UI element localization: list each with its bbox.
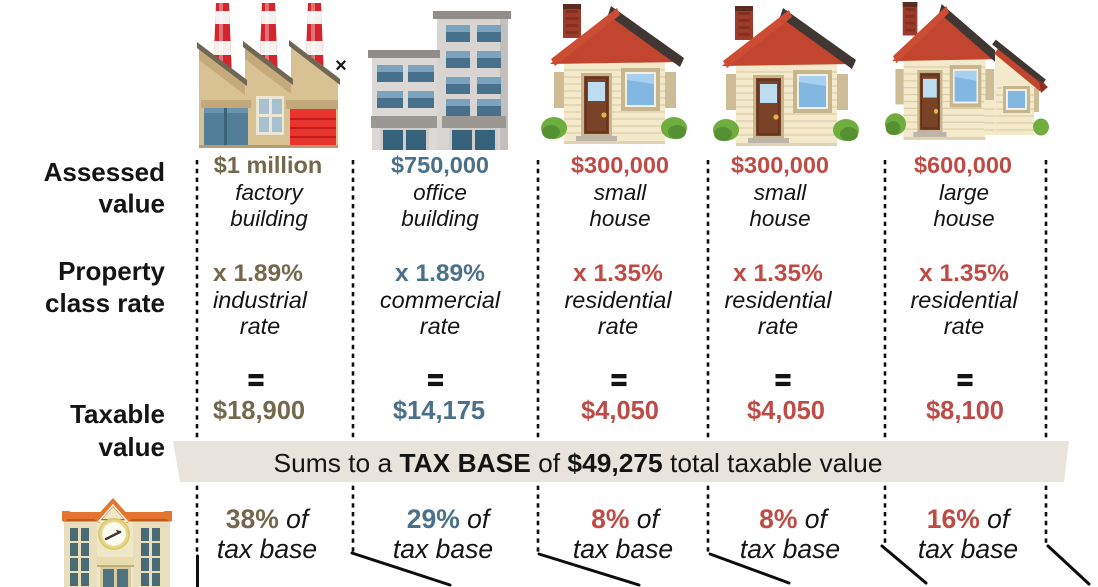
svg-text:small: small — [594, 180, 648, 205]
svg-text:$1 million: $1 million — [214, 152, 322, 178]
svg-text:Sums to a TAX BASE of $49,275: Sums to a TAX BASE of $49,275 total taxa… — [274, 448, 883, 478]
svg-text:x 1.89%: x 1.89% — [395, 260, 485, 287]
svg-text:Assessed: Assessed — [44, 157, 165, 187]
svg-text:industrial: industrial — [213, 287, 308, 313]
svg-text:house: house — [933, 206, 994, 231]
svg-text:rate: rate — [240, 313, 281, 339]
svg-text:$300,000: $300,000 — [571, 152, 669, 178]
svg-text:×: × — [335, 55, 347, 77]
svg-text:x 1.35%: x 1.35% — [573, 260, 663, 287]
svg-text:class rate: class rate — [45, 288, 165, 318]
svg-text:residential: residential — [910, 287, 1018, 313]
svg-text:$4,050: $4,050 — [747, 397, 825, 425]
svg-text:tax base: tax base — [740, 534, 840, 564]
svg-text:Taxable: Taxable — [70, 399, 165, 429]
svg-text:factory: factory — [235, 180, 304, 205]
svg-text:16% of: 16% of — [927, 504, 1012, 534]
svg-text:building: building — [230, 206, 308, 231]
svg-text:$750,000: $750,000 — [391, 152, 489, 178]
svg-text:tax base: tax base — [573, 534, 673, 564]
svg-text:$600,000: $600,000 — [914, 152, 1012, 178]
svg-text:rate: rate — [598, 313, 639, 339]
svg-text:large: large — [939, 180, 989, 205]
svg-text:x 1.89%: x 1.89% — [213, 260, 303, 287]
svg-text:rate: rate — [944, 313, 985, 339]
svg-text:$18,900: $18,900 — [213, 397, 305, 425]
svg-text:$300,000: $300,000 — [731, 152, 829, 178]
svg-text:house: house — [749, 206, 810, 231]
svg-text:rate: rate — [420, 313, 461, 339]
svg-text:x 1.35%: x 1.35% — [733, 260, 823, 287]
svg-text:tax base: tax base — [393, 534, 493, 564]
svg-text:house: house — [589, 206, 650, 231]
svg-text:building: building — [401, 206, 479, 231]
svg-text:Property: Property — [58, 256, 165, 286]
svg-text:8% of: 8% of — [591, 504, 661, 534]
svg-text:value: value — [99, 189, 166, 219]
svg-text:tax base: tax base — [217, 534, 317, 564]
svg-text:8% of: 8% of — [759, 504, 829, 534]
svg-text:tax base: tax base — [918, 534, 1018, 564]
svg-text:$14,175: $14,175 — [393, 397, 485, 425]
svg-text:residential: residential — [724, 287, 832, 313]
svg-text:$8,100: $8,100 — [926, 397, 1004, 425]
svg-text:$4,050: $4,050 — [581, 397, 659, 425]
svg-text:x 1.35%: x 1.35% — [919, 260, 1009, 287]
svg-text:commercial: commercial — [380, 287, 501, 313]
svg-text:small: small — [754, 180, 808, 205]
svg-text:rate: rate — [758, 313, 799, 339]
svg-text:office: office — [413, 180, 467, 205]
svg-text:value: value — [99, 432, 166, 462]
svg-text:29% of: 29% of — [407, 504, 492, 534]
svg-text:residential: residential — [564, 287, 672, 313]
svg-text:38% of: 38% of — [226, 504, 311, 534]
